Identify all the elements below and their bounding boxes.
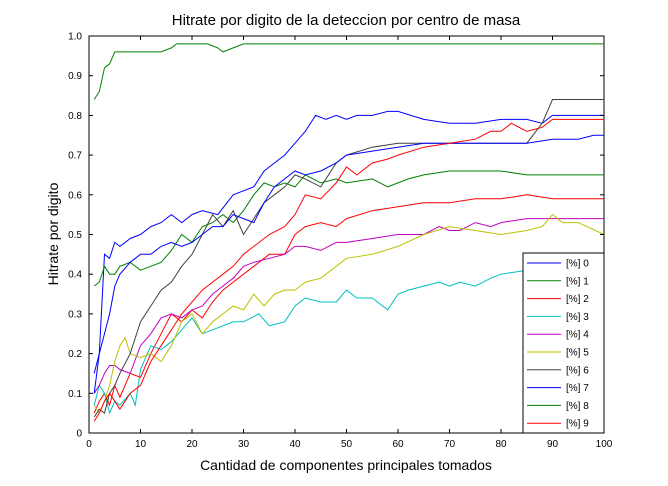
legend-label: [%] 5: [566, 348, 589, 359]
legend-label: [%] 9: [566, 419, 589, 430]
legend-label: [%] 6: [566, 365, 589, 376]
x-tick-label: 20: [186, 439, 198, 450]
y-tick-label: 0: [76, 429, 82, 440]
x-tick-label: 30: [238, 439, 250, 450]
series-line-9: [93, 118, 604, 422]
y-tick-label: 0.2: [68, 349, 82, 360]
legend-label: [%] 0: [566, 259, 589, 270]
y-tick-label: 0.4: [68, 270, 82, 281]
legend-label: [%] 4: [566, 330, 589, 341]
y-tick-label: 0.3: [68, 309, 82, 320]
series-line-2: [93, 194, 604, 414]
legend: [%] 0 [%] 1 [%] 2 [%] 3 [%] 4 [%] 5 [%] 6 [%] 7…: [522, 252, 605, 434]
plot-area: [88, 35, 605, 434]
y-tick-label: 0.5: [68, 230, 82, 241]
series-line-0: [93, 110, 604, 374]
x-tick-label: 80: [495, 439, 507, 450]
series-line-3: [93, 265, 604, 415]
y-tick-label: 0.8: [68, 111, 82, 122]
x-tick-label: 90: [547, 439, 559, 450]
y-tick-label: 0.9: [68, 71, 82, 82]
legend-label: [%] 1: [566, 276, 589, 287]
x-tick-label: 40: [289, 439, 301, 450]
y-axis-label: Hitrate por digito: [45, 182, 61, 285]
x-tick-label: 50: [341, 439, 353, 450]
y-tick-label: 1.0: [68, 32, 82, 43]
x-tick-label: 0: [86, 439, 92, 450]
x-tick-label: 70: [444, 439, 456, 450]
axes-ticks: 0 10 20 30 40 50 60 70 80 90 100 0 0.1 0.2 0.3 0.4 0.5 0.…: [68, 32, 613, 451]
series-line-1: [93, 170, 604, 287]
legend-label: [%] 2: [566, 294, 589, 305]
y-tick-label: 0.6: [68, 190, 82, 201]
series-line-5: [93, 213, 605, 415]
y-tick-label: 0.7: [68, 151, 82, 162]
legend-label: [%] 3: [566, 312, 589, 323]
series-line-4: [93, 218, 604, 394]
series-line-8: [93, 43, 604, 100]
legend-label: [%] 8: [566, 401, 589, 412]
y-tick-label: 0.1: [68, 389, 82, 400]
series-line-7: [93, 134, 604, 394]
series-layer: [93, 43, 605, 422]
x-axis-label: Cantidad de componentes principales toma…: [200, 457, 492, 473]
x-tick-label: 60: [392, 439, 404, 450]
x-tick-label: 10: [135, 439, 147, 450]
chart-title: Hitrate por digito de la deteccion por c…: [172, 12, 521, 29]
legend-box: [522, 252, 605, 434]
x-tick-label: 100: [596, 439, 613, 450]
legend-label: [%] 7: [566, 383, 589, 394]
